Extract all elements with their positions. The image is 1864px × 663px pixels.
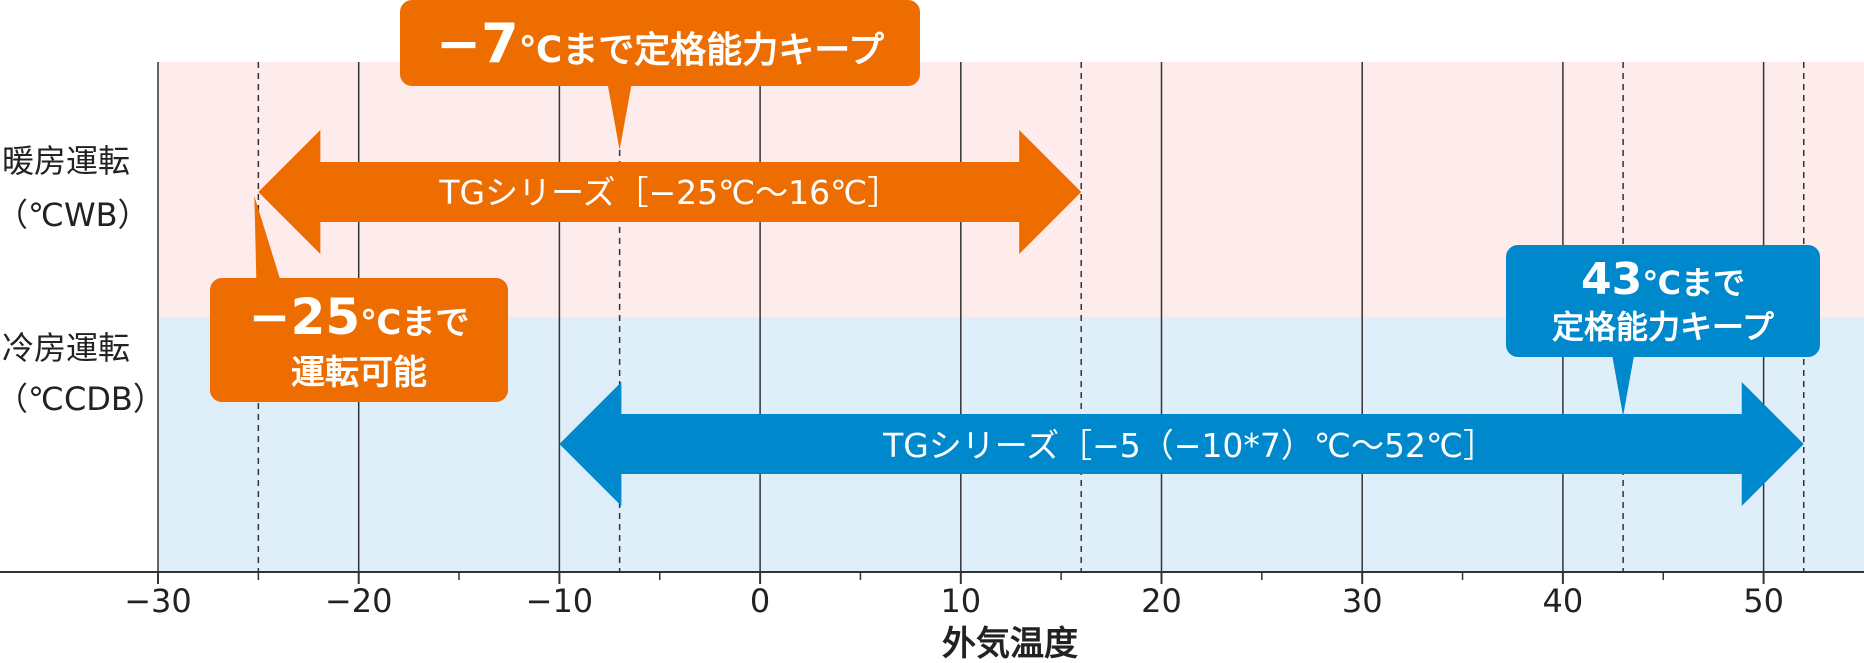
tick-label: −10	[526, 582, 594, 620]
tick-label: 20	[1141, 582, 1182, 620]
heating-range-arrow	[258, 130, 1082, 254]
callout-43-big: 43	[1581, 254, 1642, 305]
x-axis-ticks: −30 −20 −10 0 10 20 30 40 50	[124, 572, 1784, 620]
tick-label: 0	[750, 582, 770, 620]
callout-minus7: −7℃まで定格能力キープ	[400, 0, 920, 150]
callout-minus25-text: ℃まで	[360, 303, 469, 343]
callout-43-line2: 定格能力キープ	[1552, 308, 1775, 346]
callout-minus25-big: −25	[249, 288, 360, 346]
heating-label-line2: （℃WB）	[0, 196, 150, 234]
callout-minus25: −25℃まで 運転可能	[210, 196, 508, 402]
cooling-range-arrow	[559, 382, 1804, 506]
heating-range-label: TGシリーズ［−25℃〜16℃］	[438, 173, 900, 212]
svg-text:43℃まで: 43℃まで	[1581, 254, 1745, 305]
callout-43: 43℃まで 定格能力キープ	[1506, 245, 1820, 416]
callout-minus7-big: −7	[436, 12, 519, 75]
cooling-label-line1: 冷房運転	[2, 329, 130, 367]
svg-text:−7℃まで定格能力キープ: −7℃まで定格能力キープ	[436, 12, 884, 75]
tick-label: 40	[1543, 582, 1584, 620]
heating-label-line1: 暖房運転	[2, 142, 130, 180]
tick-label: 50	[1743, 582, 1784, 620]
tick-label: −20	[325, 582, 393, 620]
callout-43-text: ℃まで	[1642, 264, 1745, 302]
x-axis-label: 外気温度	[942, 624, 1078, 663]
tick-label: 10	[940, 582, 981, 620]
svg-text:−25℃まで: −25℃まで	[249, 288, 470, 346]
callout-minus25-line2: 運転可能	[291, 353, 427, 393]
tick-label: −30	[124, 582, 192, 620]
cooling-label-line2: （℃CDB）	[0, 380, 165, 418]
tick-label: 30	[1342, 582, 1383, 620]
callout-minus7-text: ℃まで定格能力キープ	[519, 30, 884, 71]
cooling-range-label: TGシリーズ［−5（−10*7）℃〜52℃］	[882, 426, 1496, 465]
